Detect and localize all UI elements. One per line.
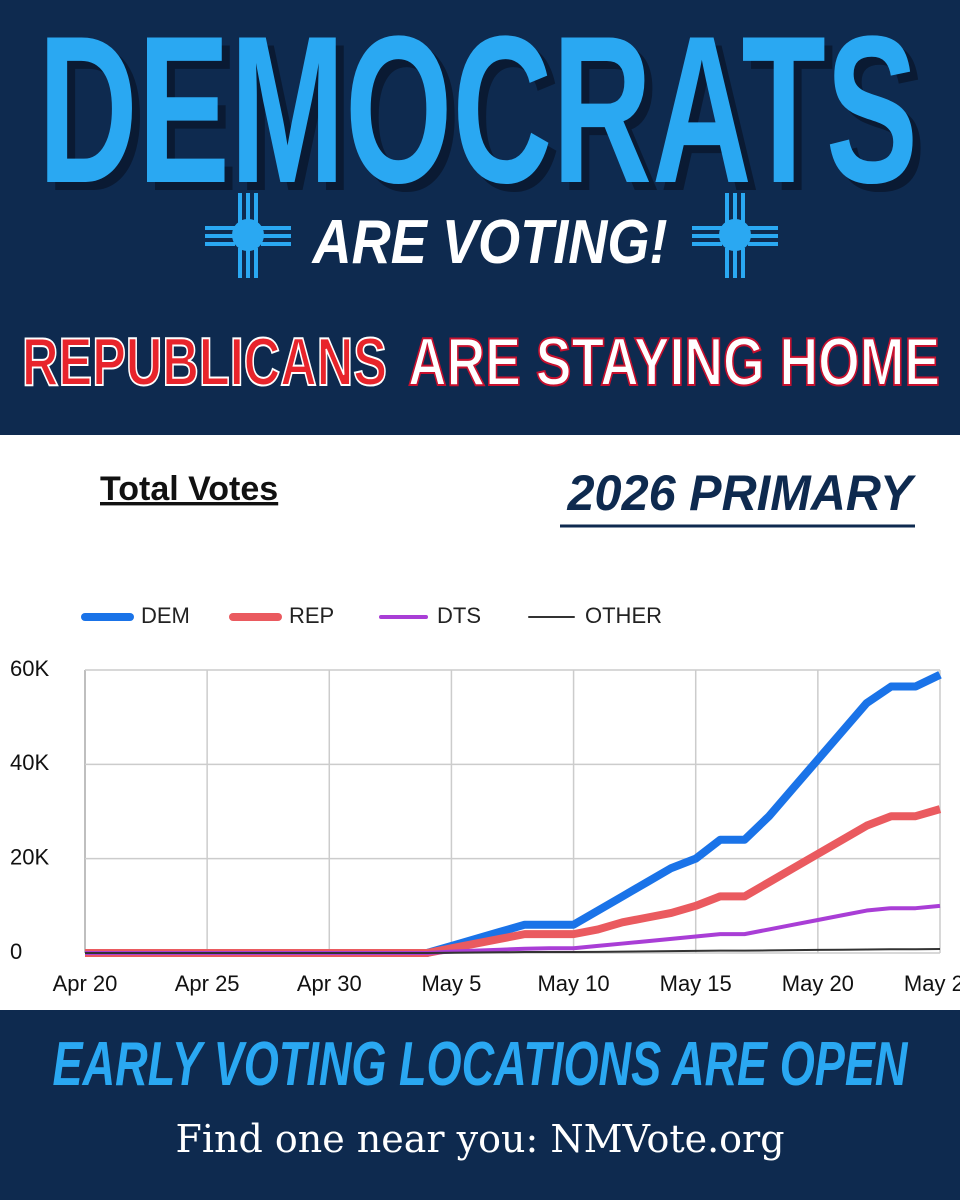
- subline: ARE VOTING!: [311, 208, 668, 277]
- footer-subline: Find one near you: NMVote.org: [175, 1117, 784, 1161]
- x-tick-label: Apr 20: [53, 971, 118, 996]
- y-tick-label: 60K: [10, 656, 49, 681]
- footer-bg: [0, 1010, 960, 1200]
- x-tick-label: May 25: [904, 971, 960, 996]
- legend-label: DEM: [141, 603, 190, 628]
- zia-left: [205, 193, 291, 278]
- x-tick-label: May 20: [782, 971, 854, 996]
- chart-title: Total Votes: [100, 470, 278, 508]
- x-tick-label: May 5: [421, 971, 481, 996]
- y-tick-label: 40K: [10, 750, 49, 775]
- x-tick-label: May 10: [537, 971, 609, 996]
- legend-label: OTHER: [585, 603, 662, 628]
- legend-label: DTS: [437, 603, 481, 628]
- x-tick-label: Apr 25: [175, 971, 240, 996]
- chart-bg: [0, 435, 960, 1010]
- rep-text: REPUBLICANS: [22, 324, 387, 400]
- x-tick-label: May 15: [660, 971, 732, 996]
- series-line: [85, 947, 941, 954]
- y-tick-label: 20K: [10, 844, 49, 869]
- footer-headline: EARLY VOTING LOCATIONS ARE OPEN: [53, 1030, 909, 1099]
- y-tick-label: 0: [10, 939, 22, 964]
- headline: DEMOCRATS: [38, 0, 918, 227]
- chart-subtitle: 2026 PRIMARY: [567, 465, 917, 521]
- x-tick-label: Apr 30: [297, 971, 362, 996]
- headline-shadow: DEMOCRATS: [46, 0, 926, 235]
- rest-text: ARE STAYING HOME: [408, 324, 940, 400]
- zia-right: [692, 193, 778, 278]
- header-bg: [0, 0, 960, 435]
- legend-label: REP: [289, 603, 334, 628]
